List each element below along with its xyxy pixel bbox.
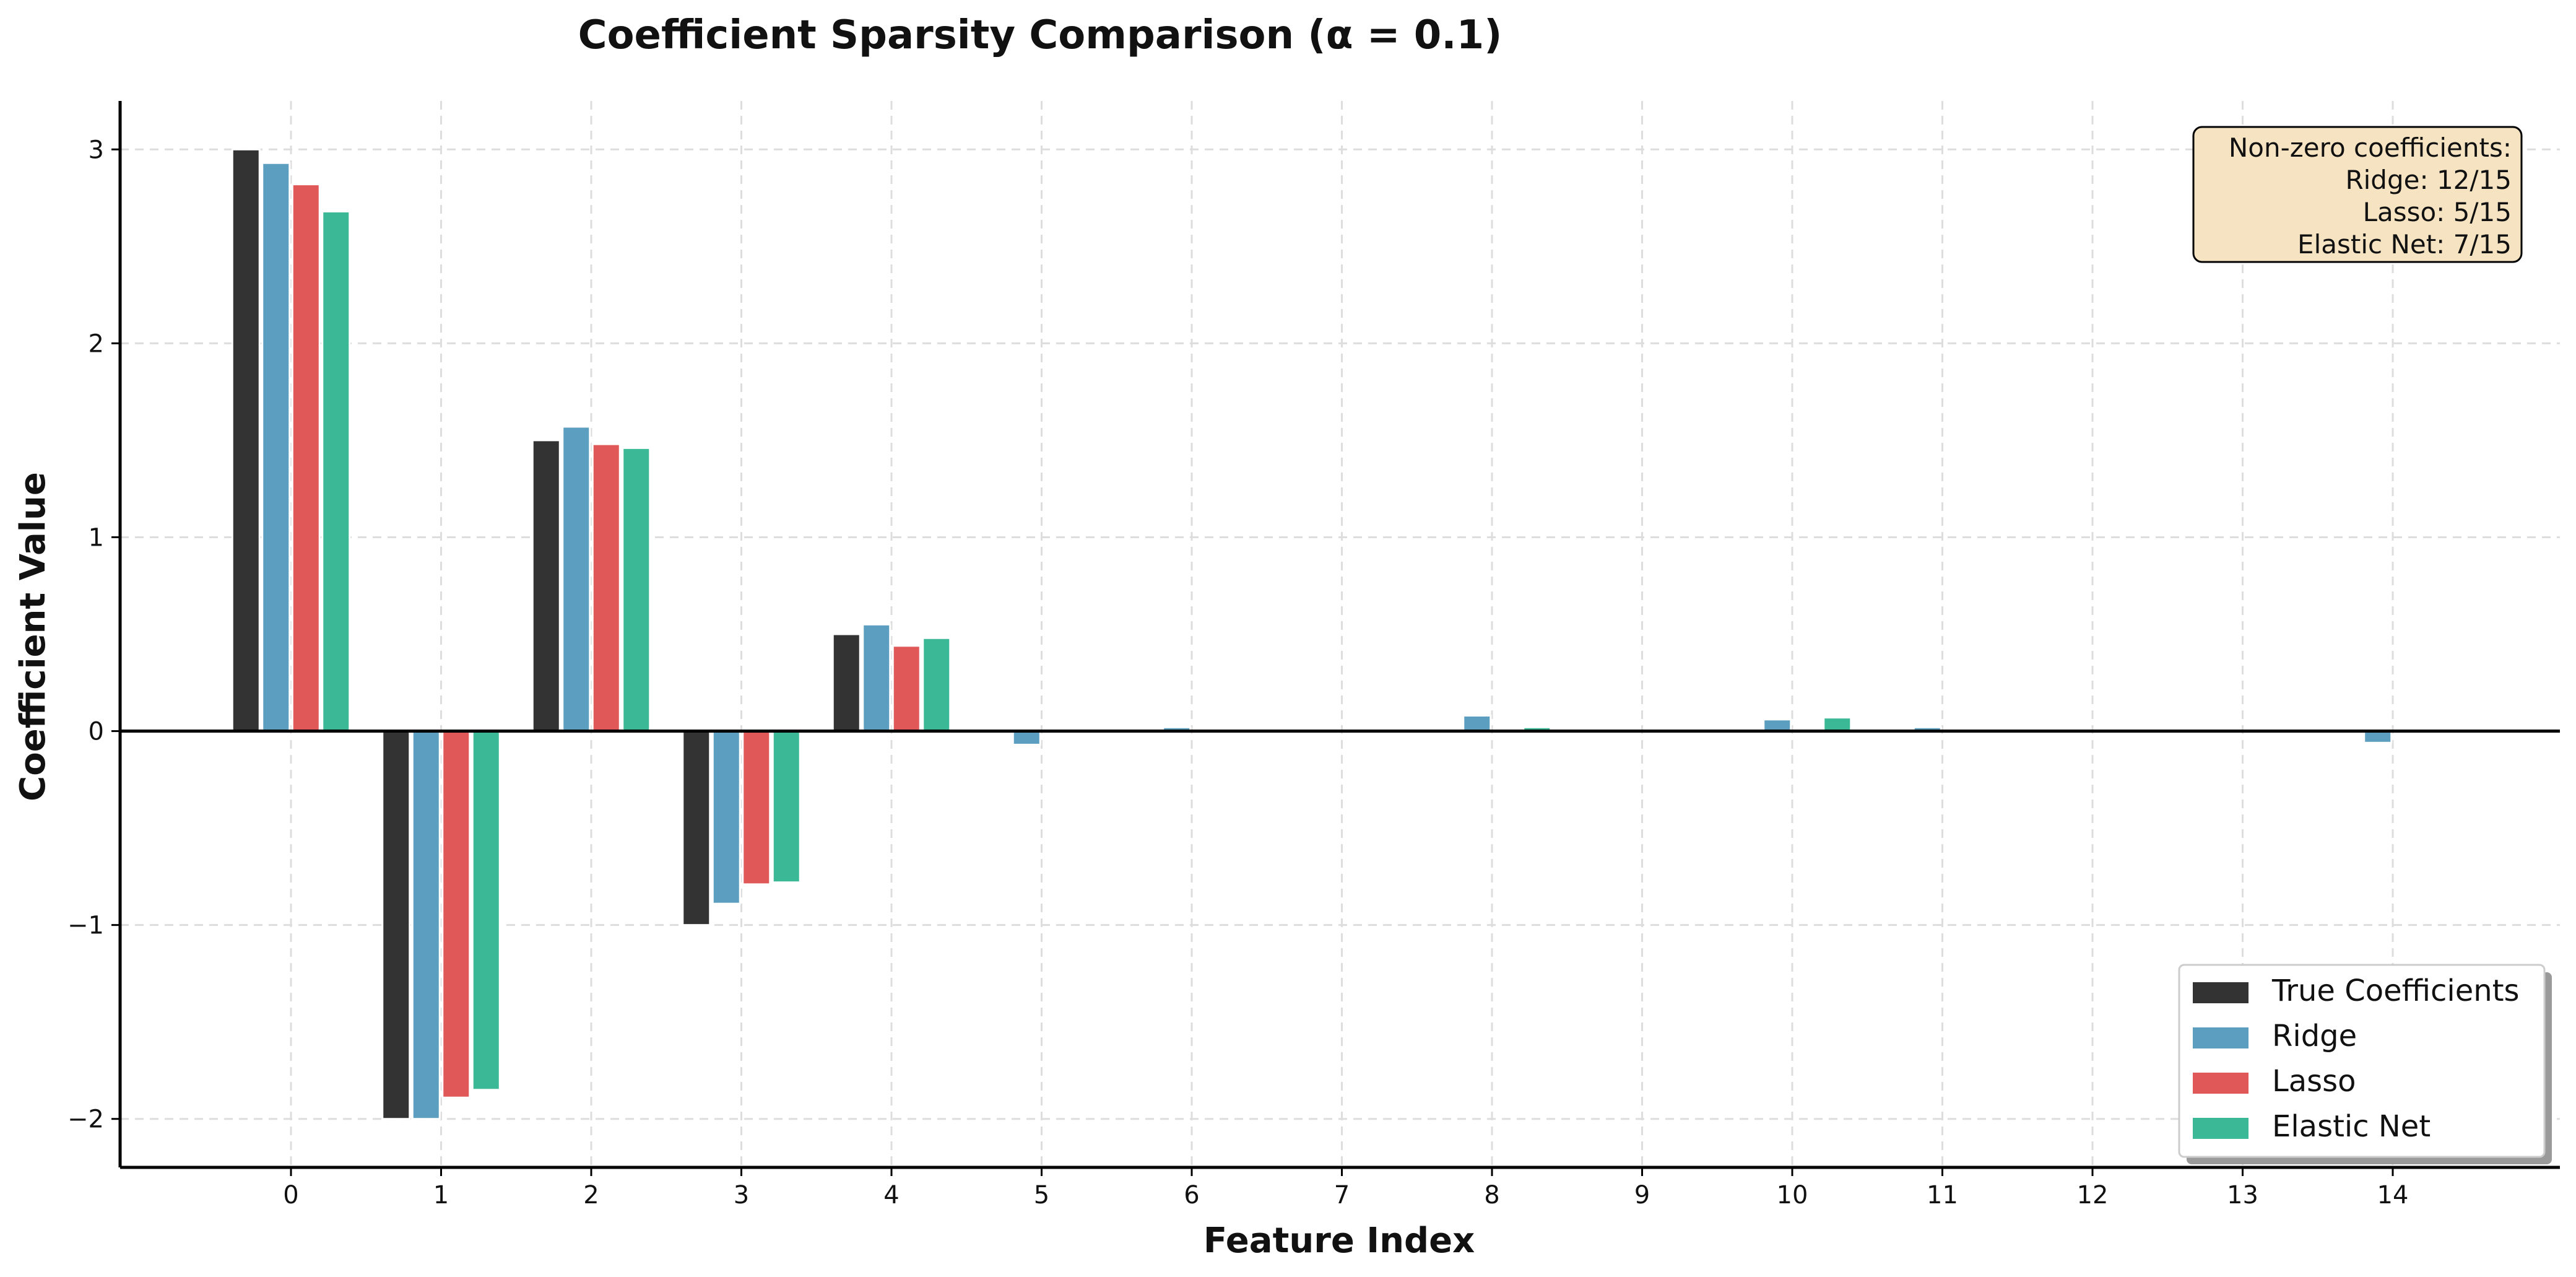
bar [411,730,441,1120]
bar [231,148,261,733]
bar [2363,730,2393,744]
legend-label: True Coefficients [2271,974,2520,1008]
legend: True Coefficients Ridge Lasso Elastic Net [2178,964,2552,1164]
bar [922,637,952,733]
y-tick-label: −2 [67,1105,104,1134]
bar [441,730,471,1099]
bar [531,439,561,733]
x-tick-label: 10 [1777,1181,1808,1209]
x-axis-label: Feature Index [1203,1221,1475,1261]
bar [622,447,651,733]
x-tick-label: 5 [1034,1181,1049,1209]
bar [471,730,501,1091]
x-tick-label: 3 [734,1181,749,1209]
bar [591,443,621,733]
annotation-line: Non-zero coefficients: [2229,133,2512,163]
x-tick-label: 1 [433,1181,449,1209]
y-tick-label: −1 [67,912,104,940]
x-tick-label: 8 [1484,1181,1499,1209]
x-tick-label: 12 [2077,1181,2109,1209]
bar [682,730,711,926]
x-tick-label: 6 [1184,1181,1199,1209]
bar [831,633,861,733]
x-tick-label: 4 [883,1181,899,1209]
bar [1462,714,1492,733]
x-tick-label: 11 [1927,1181,1958,1209]
y-axis-label: Coefficient Value [13,472,53,801]
annotation-box [2192,126,2523,263]
y-tick-label: 1 [89,523,104,552]
bar [562,425,591,733]
bar [1763,718,1792,733]
bar [381,730,411,1120]
legend-label: Lasso [2272,1064,2356,1099]
legend-swatch [2193,1073,2249,1094]
legend-box [2178,964,2546,1158]
axes [118,101,2560,1169]
annotation-line: Ridge: 12/15 [2345,165,2512,195]
nonzero-annotation: Non-zero coefficients:Ridge: 12/15Lasso:… [2192,126,2523,263]
bar [771,730,801,884]
legend-swatch [2193,1118,2249,1139]
bar [321,210,351,733]
bar [1823,717,1852,733]
legend-swatch [2193,1027,2249,1048]
bars [231,148,2393,1120]
bar [891,645,921,733]
x-tick-label: 14 [2377,1181,2409,1209]
bar [261,162,291,733]
bar [291,183,321,733]
x-tick-label: 2 [583,1181,599,1209]
y-tick-label: 2 [89,329,104,358]
bar [1012,730,1041,746]
annotation-line: Elastic Net: 7/15 [2297,229,2512,259]
chart-title: Coefficient Sparsity Comparison (α = 0.1… [578,12,1503,58]
legend-label: Elastic Net [2272,1109,2431,1144]
x-tick-label: 0 [283,1181,298,1209]
x-tick-label: 7 [1334,1181,1350,1209]
annotation-line: Lasso: 5/15 [2363,197,2512,227]
legend-label: Ridge [2272,1019,2357,1053]
legend-swatch [2193,982,2249,1003]
x-tick-label: 9 [1634,1181,1650,1209]
bar [711,730,741,905]
x-tick-label: 13 [2227,1181,2258,1209]
y-tick-label: 3 [89,136,104,164]
bar [742,730,771,886]
bar [862,623,891,733]
y-tick-label: 0 [89,718,104,746]
